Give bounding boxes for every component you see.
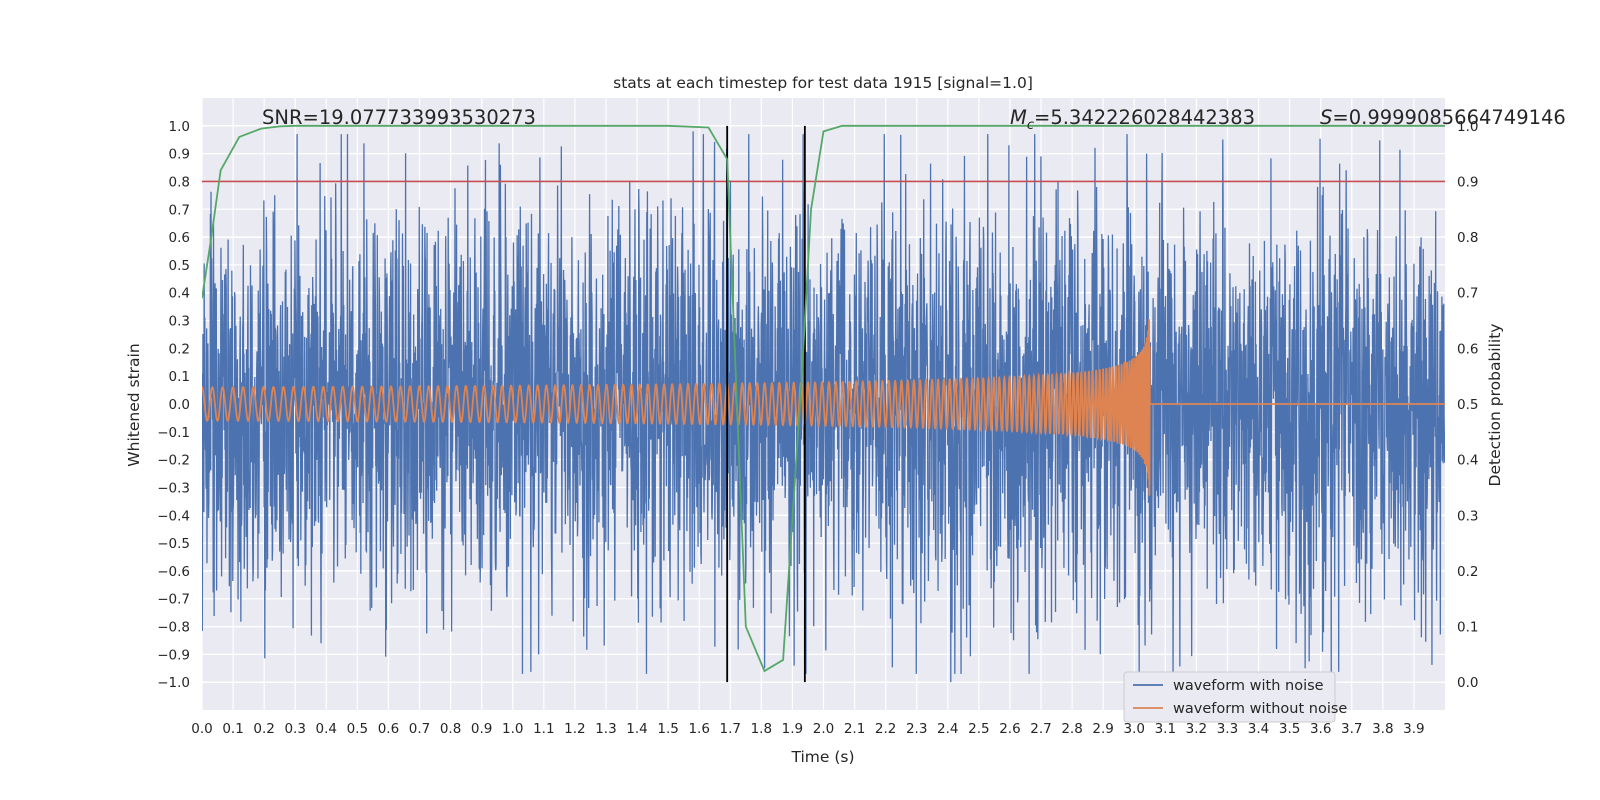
series-waveform-with-noise — [202, 131, 1445, 683]
y-tick-label: 0.6 — [169, 230, 190, 246]
y2-tick-label: 0.6 — [1457, 341, 1478, 357]
x-tick-label: 1.6 — [688, 721, 709, 737]
x-tick-label: 2.2 — [875, 721, 896, 737]
y2-tick-label: 0.8 — [1457, 230, 1478, 246]
x-tick-label: 2.1 — [844, 721, 865, 737]
x-tick-label: 2.6 — [999, 721, 1020, 737]
snr-annotation: SNR=19.077733993530273 — [262, 106, 536, 129]
y2-tick-labels: 1.0 0.9 0.8 0.7 0.6 0.5 0.4 0.3 0.2 0.1 0.0 — [1457, 119, 1478, 691]
y2-tick-label: 0.4 — [1457, 453, 1478, 469]
x-tick-label: 2.9 — [1092, 721, 1113, 737]
x-tick-label: 1.2 — [564, 721, 585, 737]
y-tick-label: 0.0 — [169, 397, 190, 413]
y-tick-label: −0.2 — [157, 453, 190, 469]
y2-tick-label: 0.1 — [1457, 620, 1478, 636]
x-tick-label: 0.6 — [378, 721, 399, 737]
y-tick-label: 0.4 — [169, 286, 190, 302]
mc-subscript: c — [1027, 118, 1034, 133]
y-tick-label: 1.0 — [169, 119, 190, 135]
x-tick-label: 2.8 — [1061, 721, 1082, 737]
x-axis-label: Time (s) — [790, 748, 854, 766]
y2-tick-label: 1.0 — [1457, 119, 1478, 135]
series-layer — [202, 124, 1445, 683]
x-tick-label: 1.5 — [657, 721, 678, 737]
chirp-mass-annotation: Mc=5.342226028442383 — [1010, 106, 1255, 133]
y2-axis-label: Detection probability — [1486, 324, 1504, 487]
x-tick-label: 0.0 — [191, 721, 212, 737]
y-axis-label: Whitened strain — [125, 343, 143, 466]
chart-title: stats at each timestep for test data 191… — [613, 74, 1033, 92]
x-tick-label: 3.5 — [1279, 721, 1300, 737]
x-tick-label: 3.1 — [1155, 721, 1176, 737]
x-tick-label: 2.4 — [937, 721, 958, 737]
y-tick-label: 0.8 — [169, 174, 190, 190]
mc-symbol: M — [1010, 106, 1027, 129]
legend-label-noise: waveform with noise — [1173, 678, 1324, 694]
x-tick-label: 3.7 — [1341, 721, 1362, 737]
y-tick-label: 0.7 — [169, 202, 190, 218]
x-tick-labels: 0.0 0.1 0.2 0.3 0.4 0.5 0.6 0.7 0.8 0.9 1.0 1.1 1.2 1… — [191, 721, 1424, 737]
y-tick-label: −0.6 — [157, 564, 190, 580]
x-tick-label: 1.1 — [533, 721, 554, 737]
y2-tick-label: 0.0 — [1457, 675, 1478, 691]
y-tick-label: −0.9 — [157, 647, 190, 663]
y-tick-label: −1.0 — [157, 675, 190, 691]
x-tick-label: 1.3 — [595, 721, 616, 737]
y-tick-labels: 1.0 0.9 0.8 0.7 0.6 0.5 0.4 0.3 0.2 0.1 0.0 −0.1 −0.… — [157, 119, 190, 691]
y2-tick-label: 0.3 — [1457, 508, 1478, 524]
y2-tick-label: 0.9 — [1457, 174, 1478, 190]
x-tick-label: 0.3 — [284, 721, 305, 737]
x-tick-label: 3.8 — [1372, 721, 1393, 737]
x-tick-label: 2.5 — [968, 721, 989, 737]
legend: waveform with noise waveform without noi… — [1123, 671, 1347, 723]
x-tick-label: 1.4 — [626, 721, 647, 737]
y-tick-label: 0.5 — [169, 258, 190, 274]
x-tick-label: 0.8 — [440, 721, 461, 737]
x-tick-label: 3.9 — [1403, 721, 1424, 737]
x-tick-label: 1.7 — [720, 721, 741, 737]
x-tick-label: 3.6 — [1310, 721, 1331, 737]
y-tick-label: −0.4 — [157, 508, 190, 524]
y-tick-label: 0.1 — [169, 369, 190, 385]
x-tick-label: 1.0 — [502, 721, 523, 737]
series-detection-probability — [202, 124, 1445, 673]
mc-value: =5.342226028442383 — [1034, 106, 1255, 129]
x-tick-label: 1.9 — [782, 721, 803, 737]
y-tick-label: −0.3 — [157, 480, 190, 496]
x-tick-label: 3.3 — [1217, 721, 1238, 737]
y2-tick-label: 0.7 — [1457, 286, 1478, 302]
s-value: =0.9999085664749146 — [1332, 106, 1565, 129]
y-tick-label: 0.9 — [169, 147, 190, 163]
x-tick-label: 3.4 — [1248, 721, 1269, 737]
y-tick-label: −0.7 — [157, 592, 190, 608]
x-tick-label: 0.2 — [253, 721, 274, 737]
y-tick-label: −0.5 — [157, 536, 190, 552]
x-tick-label: 2.7 — [1030, 721, 1051, 737]
legend-label-clean: waveform without noise — [1173, 701, 1347, 717]
x-tick-label: 0.4 — [316, 721, 337, 737]
x-tick-label: 1.8 — [751, 721, 772, 737]
y-tick-label: −0.1 — [157, 425, 190, 441]
x-tick-label: 0.1 — [222, 721, 243, 737]
x-tick-label: 0.7 — [409, 721, 430, 737]
y2-tick-label: 0.2 — [1457, 564, 1478, 580]
x-tick-label: 0.9 — [471, 721, 492, 737]
x-tick-label: 2.0 — [813, 721, 834, 737]
series-waveform-without-noise — [202, 319, 1445, 496]
x-tick-label: 2.3 — [906, 721, 927, 737]
y-tick-label: 0.2 — [169, 341, 190, 357]
x-tick-label: 3.0 — [1124, 721, 1145, 737]
y-tick-label: −0.8 — [157, 620, 190, 636]
x-tick-label: 3.2 — [1186, 721, 1207, 737]
y-tick-label: 0.3 — [169, 314, 190, 330]
y2-tick-label: 0.5 — [1457, 397, 1478, 413]
score-annotation: S=0.9999085664749146 — [1320, 106, 1566, 129]
s-symbol: S — [1320, 106, 1332, 129]
legend-box — [1123, 671, 1336, 723]
x-tick-label: 0.5 — [347, 721, 368, 737]
